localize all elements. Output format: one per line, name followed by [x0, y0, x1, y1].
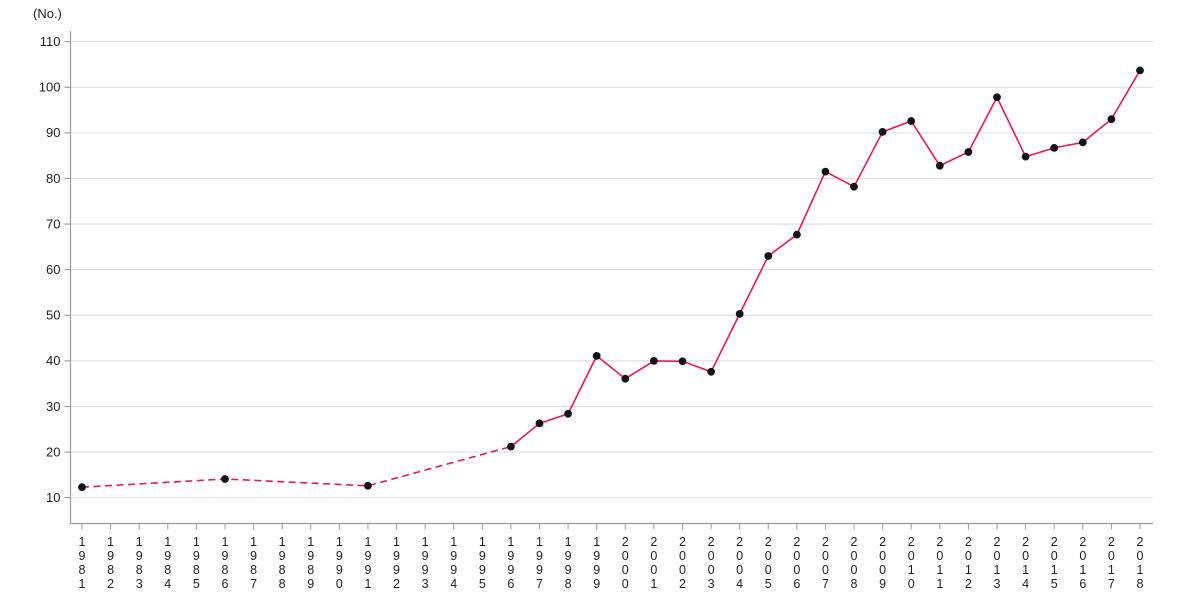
data-point-marker [964, 148, 973, 156]
data-point-marker [1107, 115, 1116, 124]
data-point-marker [850, 182, 858, 191]
y-tick-label: 70 [46, 216, 60, 231]
data-point-marker [78, 483, 86, 492]
y-tick-label: 20 [46, 444, 60, 459]
data-point-marker [735, 310, 744, 318]
y-tick-label: 110 [40, 34, 61, 49]
y-axis-unit-label: (No.) [33, 6, 62, 21]
data-point-marker [764, 252, 773, 260]
data-point-marker [935, 161, 944, 170]
data-point-marker [907, 117, 916, 125]
data-point-marker [221, 475, 229, 483]
data-point-marker [364, 481, 372, 490]
data-point-marker [507, 442, 515, 451]
series-line-dashed [81, 445, 512, 488]
data-point-marker [707, 367, 715, 376]
data-point-marker [1136, 66, 1144, 75]
data-point-marker [1050, 144, 1059, 152]
y-tick-label: 50 [46, 308, 60, 323]
y-tick-label: 60 [46, 262, 60, 277]
data-point-marker [564, 409, 572, 418]
data-point-marker [993, 93, 1001, 102]
data-point-marker [821, 167, 830, 176]
data-point-marker [678, 357, 687, 366]
y-tick-label: 90 [46, 125, 60, 140]
data-point-marker [1078, 138, 1087, 147]
data-point-marker [650, 357, 658, 365]
data-point-marker [535, 419, 544, 428]
data-point-marker [1021, 152, 1030, 161]
y-tick-label: 80 [46, 171, 60, 186]
data-point-marker [878, 127, 887, 136]
data-point-marker [793, 230, 801, 239]
y-tick-label: 10 [46, 490, 60, 505]
series-line-solid [510, 69, 1141, 448]
y-tick-label: 40 [46, 353, 60, 368]
y-tick-label: 100 [39, 80, 61, 95]
data-point-marker [592, 352, 601, 360]
data-point-marker [621, 374, 630, 383]
y-tick-label: 30 [46, 399, 60, 414]
